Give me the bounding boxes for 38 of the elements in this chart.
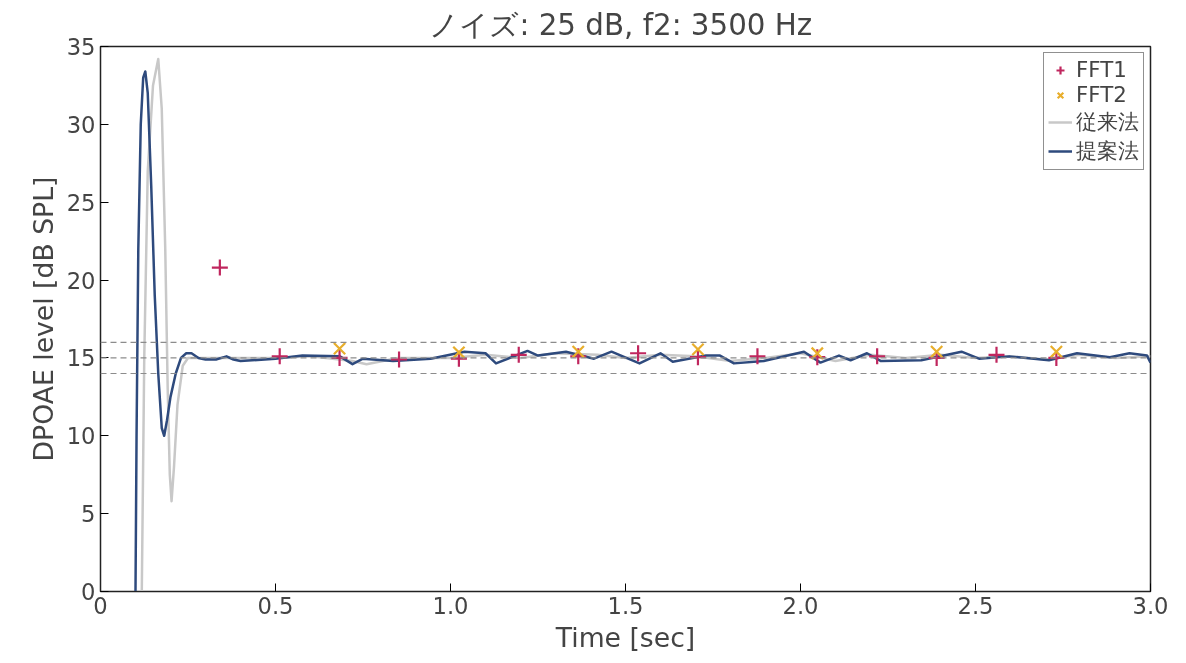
y-tick-label: 5 (81, 501, 96, 528)
point (810, 346, 825, 361)
point (629, 344, 648, 363)
y-tick-label: 35 (66, 34, 96, 60)
point (808, 348, 827, 367)
point (509, 345, 528, 364)
x-tick-label: 1.0 (432, 592, 469, 619)
y-tick-label: 10 (66, 423, 96, 450)
point (688, 348, 708, 367)
legend-label: FFT2 (1076, 82, 1127, 107)
point (569, 347, 588, 366)
point (389, 350, 409, 369)
legend-label: 従来法 (1076, 108, 1139, 136)
point (868, 347, 887, 366)
point (452, 345, 466, 360)
chart-title: ノイズ: 25 dB, f2: 3500 Hz (429, 7, 813, 42)
point (691, 342, 705, 357)
point (987, 345, 1006, 364)
y-tick-label: 25 (66, 189, 96, 216)
y-axis-title: DPOAE level [dB SPL] (27, 176, 59, 462)
point (748, 347, 767, 366)
point (929, 344, 944, 359)
x-tick-label: 3.0 (1132, 592, 1169, 619)
x-tick-label: 2.0 (782, 592, 819, 619)
y-tick-label: 30 (66, 111, 96, 138)
legend-label: 提案法 (1076, 137, 1139, 165)
legend-label: FFT1 (1076, 57, 1127, 82)
x-tick-label: 1.5 (607, 592, 644, 619)
y-tick-label: 15 (66, 345, 96, 372)
point (571, 344, 586, 359)
point (210, 258, 229, 277)
point (1049, 344, 1064, 359)
x-tick-label: 2.5 (957, 592, 994, 619)
point (270, 347, 289, 366)
y-tick-label: 20 (66, 267, 96, 294)
x-axis-title: Time [sec] (554, 621, 696, 653)
x-tick-label: 0.5 (257, 592, 294, 619)
point (332, 341, 347, 356)
